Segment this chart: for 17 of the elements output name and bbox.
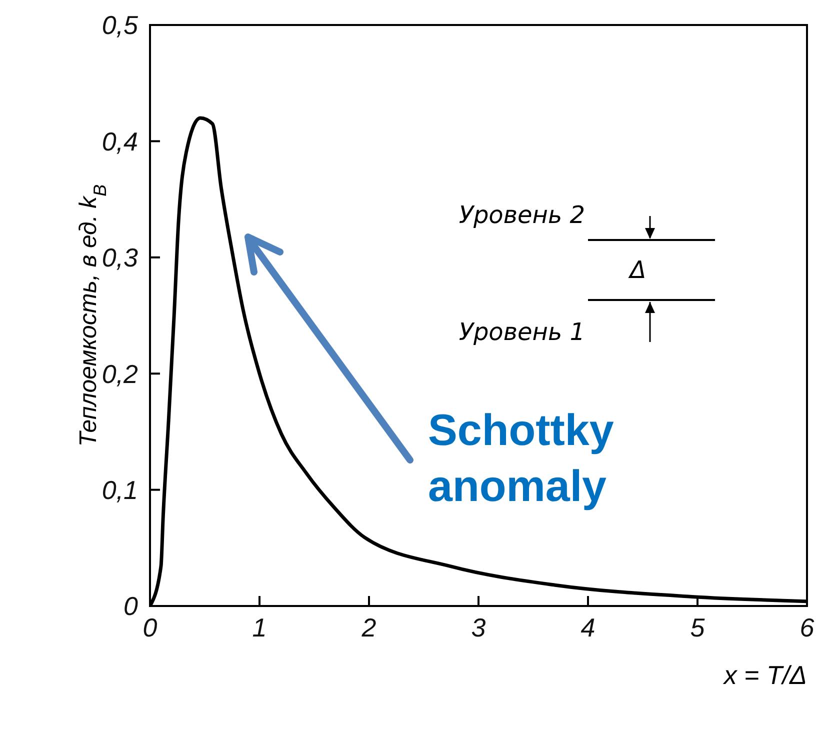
x-tick-label: 5 <box>690 612 706 642</box>
x-axis-title: x = T/Δ <box>722 660 807 690</box>
annotation: Schottky anomaly <box>428 405 615 513</box>
x-tick-label: 0 <box>142 612 158 642</box>
y-tick-label: 0,1 <box>102 475 138 506</box>
y-tick-label: 0,5 <box>102 10 139 40</box>
y-tick-label: 0,3 <box>102 242 139 273</box>
annotation: Δ <box>628 256 646 284</box>
x-tick-label: 4 <box>580 612 596 642</box>
annotation: Уровень 1 <box>458 318 585 346</box>
x-tick-label: 1 <box>252 612 267 642</box>
y-tick-label: 0,4 <box>102 126 138 156</box>
annotation: Уровень 2 <box>458 201 585 229</box>
y-tick-label: 0 <box>124 591 139 622</box>
x-tick-label: 2 <box>360 612 377 642</box>
x-tick-label: 6 <box>800 612 815 642</box>
x-tick-label: 3 <box>471 612 486 642</box>
